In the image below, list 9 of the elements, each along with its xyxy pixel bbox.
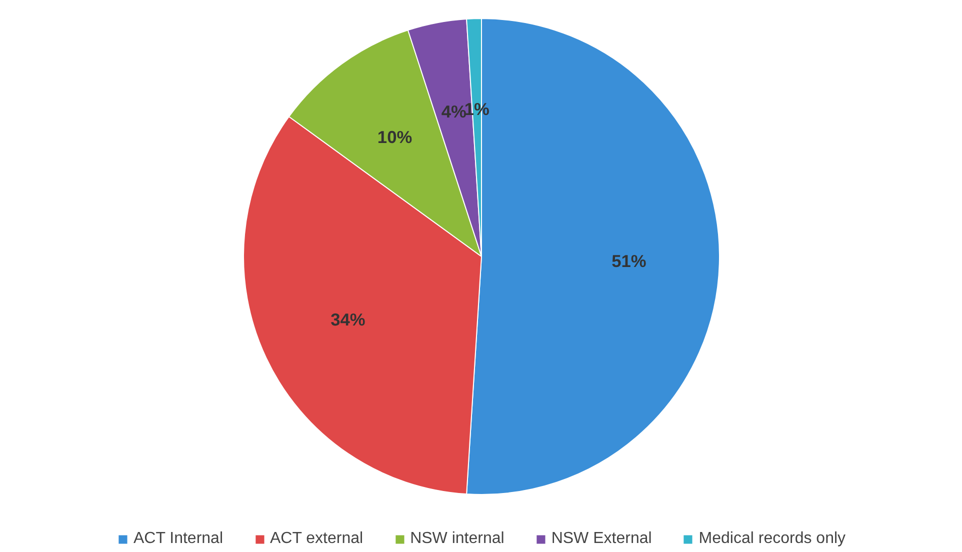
legend-label: NSW External [551,530,652,548]
legend-label: ACT external [270,530,364,548]
data-label: 4% [441,102,466,122]
legend-label: NSW internal [410,530,504,548]
data-label: 10% [377,127,412,148]
legend-label: ACT Internal [133,530,223,548]
data-label: 34% [330,309,366,330]
data-label: 51% [612,251,646,272]
legend-label: Medical records only [698,530,846,548]
